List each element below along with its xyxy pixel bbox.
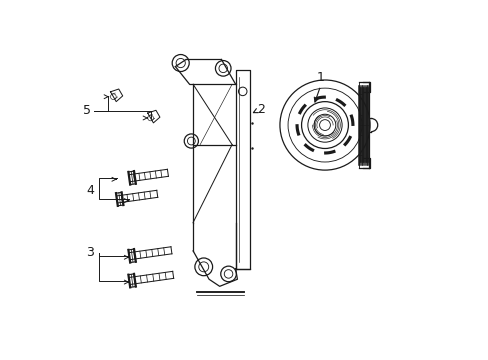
Text: 3: 3 <box>86 246 94 259</box>
Text: 4: 4 <box>86 184 94 197</box>
Text: 5: 5 <box>82 104 91 117</box>
Text: 2: 2 <box>256 103 264 116</box>
Text: 1: 1 <box>316 71 324 84</box>
